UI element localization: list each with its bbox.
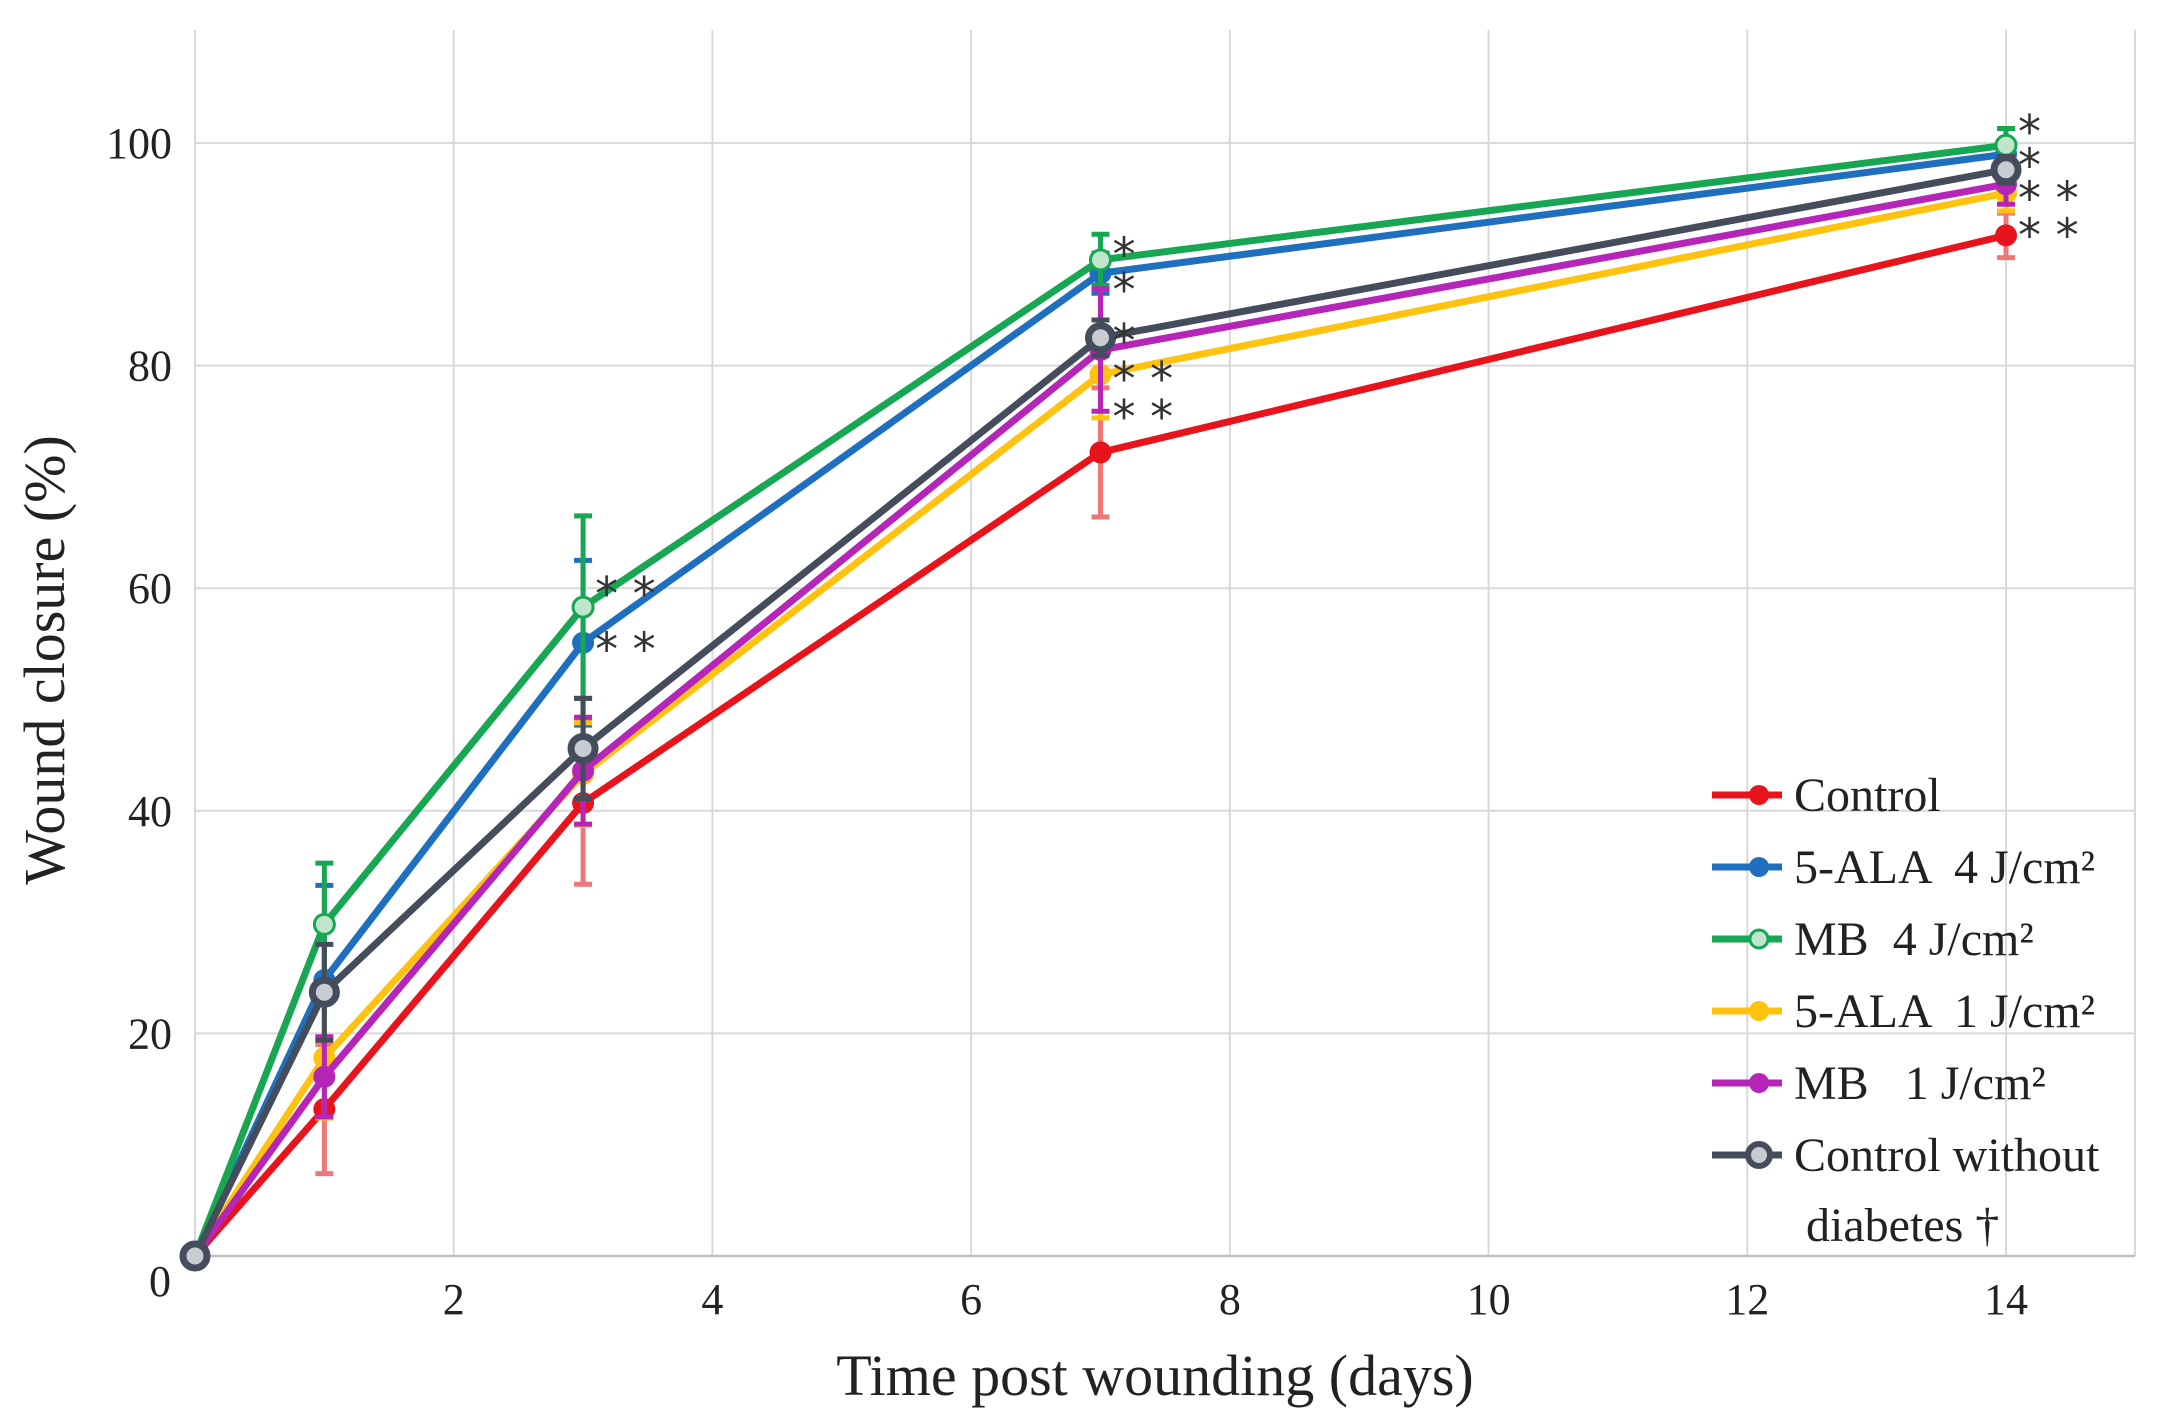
y-tick-label: 80 [128,342,172,391]
data-point [313,1065,336,1088]
data-point [312,912,336,936]
legend-label: 5-ALA 1 J/cm² [1794,985,2095,1038]
significance-mark: * [1113,227,1136,281]
y-tick-label: 20 [128,1009,172,1058]
significance-mark: * [2018,138,2041,192]
data-point [567,732,599,764]
significance-mark: * * [1113,352,1174,406]
legend: Control 5-ALA 4 J/cm² MB 4 J/cm² 5-ALA 1 J/… [1712,769,2100,1252]
significance-mark: * * [1113,390,1174,444]
legend-marker [1749,1073,1769,1093]
x-tick-label: 2 [443,1275,465,1324]
data-point [1990,154,2022,186]
x-tick-label: 12 [1725,1275,1769,1324]
x-tick-label: 8 [1219,1275,1241,1324]
x-tick-label: 14 [1984,1275,2028,1324]
x-tick-label: 10 [1467,1275,1511,1324]
data-point [1089,248,1112,272]
x-tick-label: 4 [701,1275,723,1324]
y-tick-label: 100 [106,119,172,168]
significance-mark: * * [595,567,656,621]
origin-tick-label: 0 [149,1257,171,1306]
legend-label: 5-ALA 4 J/cm² [1794,841,2095,894]
legend-item: 5-ALA 1 J/cm² [1712,985,2095,1038]
legend-label: MB 1 J/cm² [1794,1057,2046,1110]
data-point [179,1240,211,1272]
legend-marker [1749,785,1769,805]
legend-label: MB 4 J/cm² [1794,913,2034,966]
y-tick-label: 40 [128,787,172,836]
legend-marker [1749,1001,1769,1021]
data-point [1994,133,2018,157]
legend-item: 5-ALA 4 J/cm² [1712,841,2095,894]
significance-mark: * [2018,105,2041,159]
legend-item: Control without diabetes † [1712,1129,2100,1252]
legend-label: Control without [1794,1129,2100,1182]
significance-mark: * * [595,622,656,676]
legend-item: MB 4 J/cm² [1712,913,2034,966]
significance-mark: * [1113,263,1136,317]
y-axis-title: Wound closure (%) [12,435,77,885]
legend-item: Control [1712,769,1941,822]
data-point [1995,224,2017,247]
significance-mark: * * [2018,172,2079,226]
legend-label: Control [1794,769,1941,822]
series-layer [179,126,2022,1272]
significance-annotations: * ** ***** ** **** ** * [595,105,2079,677]
axes: 2 4 6 8 10 12 14 20 40 60 80 100 0 [106,119,2135,1324]
legend-label: diabetes † [1794,1199,1999,1252]
legend-marker [1745,1141,1773,1169]
significance-mark: * * [2018,208,2079,262]
data-point [1085,322,1116,354]
data-point [308,976,340,1008]
series-5 [179,153,2022,1272]
y-tick-label: 60 [128,564,172,613]
x-axis-title: Time post wounding (days) [836,1343,1474,1408]
data-point [571,595,595,619]
legend-marker [1748,928,1770,950]
significance-mark: * [1113,314,1136,368]
legend-marker [1749,857,1769,877]
data-point [1089,441,1112,464]
legend-item: MB 1 J/cm² [1712,1057,2046,1110]
x-tick-label: 6 [960,1275,982,1324]
